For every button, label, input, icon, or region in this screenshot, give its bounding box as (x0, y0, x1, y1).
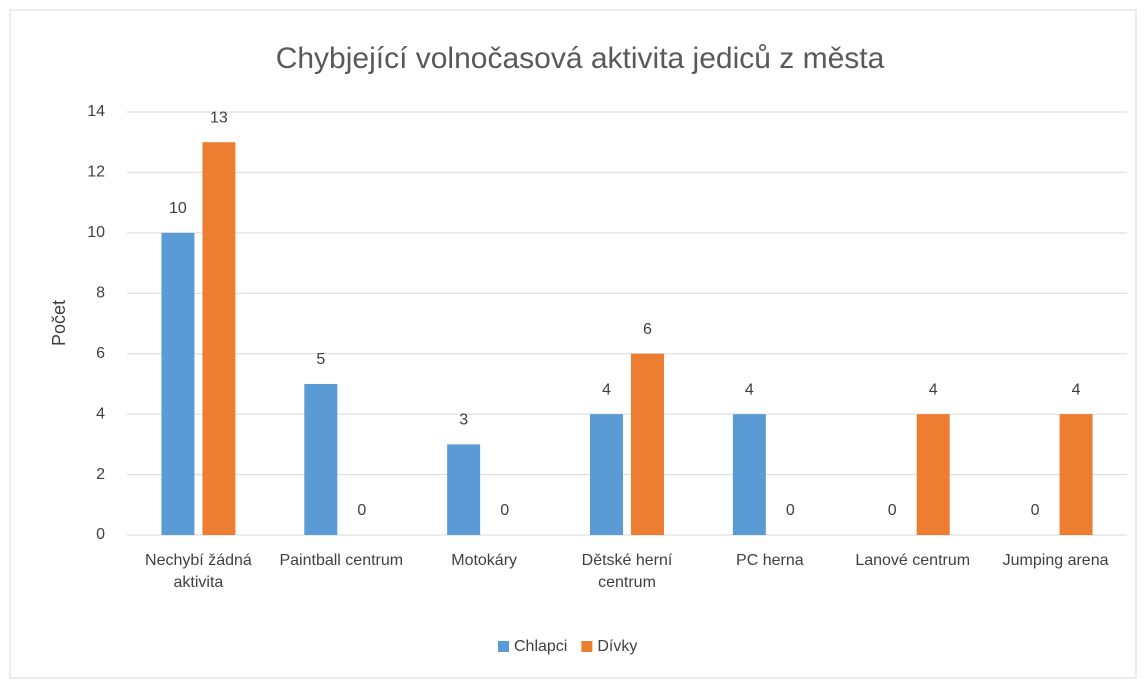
bar (202, 142, 236, 535)
x-tick-label: Jumping arena (1002, 552, 1109, 569)
x-tick-label: Lanové centrum (855, 552, 971, 569)
bar (1059, 414, 1093, 535)
legend-label: Dívky (597, 638, 637, 655)
x-tick-label: Motokáry (451, 552, 518, 569)
data-label: 0 (500, 502, 509, 519)
data-label: 0 (357, 502, 366, 519)
data-label: 13 (210, 109, 228, 126)
y-tick-label: 4 (96, 405, 105, 422)
data-label: 4 (1072, 381, 1081, 398)
x-tick-label: PC herna (736, 552, 804, 569)
bar (447, 444, 481, 535)
data-label: 0 (1031, 502, 1040, 519)
y-tick-label: 10 (87, 224, 105, 241)
y-tick-label: 0 (96, 526, 105, 543)
data-label: 10 (169, 200, 187, 217)
chart-border (9, 9, 1137, 679)
data-label: 0 (888, 502, 897, 519)
data-label: 4 (929, 381, 938, 398)
x-tick-label: Dětské herní centrum (581, 552, 673, 591)
bar (161, 232, 195, 535)
bar (916, 414, 950, 535)
bar (631, 353, 664, 535)
data-label: 5 (316, 351, 325, 368)
data-label: 4 (602, 381, 611, 398)
data-label: 6 (643, 321, 652, 338)
x-tick-label: Paintball centrum (279, 552, 404, 569)
legend-label: Chlapci (514, 638, 567, 655)
bar (732, 414, 766, 535)
data-label: 4 (745, 381, 754, 398)
bar (304, 383, 338, 535)
y-tick-label: 12 (87, 164, 105, 181)
y-tick-label: 8 (96, 285, 105, 302)
chart-title: Chybjející volnočasová aktivita jediců z… (276, 42, 885, 75)
data-label: 3 (459, 412, 468, 429)
y-axis-title: Počet (49, 300, 69, 346)
y-tick-label: 2 (96, 466, 105, 483)
y-tick-label: 6 (96, 345, 105, 362)
legend-swatch (581, 641, 593, 652)
data-label: 0 (786, 502, 795, 519)
legend-swatch (498, 641, 509, 652)
bar (590, 414, 623, 535)
y-tick-label: 14 (87, 103, 105, 120)
x-tick-label: Nechybí žádná aktivita (145, 552, 252, 591)
